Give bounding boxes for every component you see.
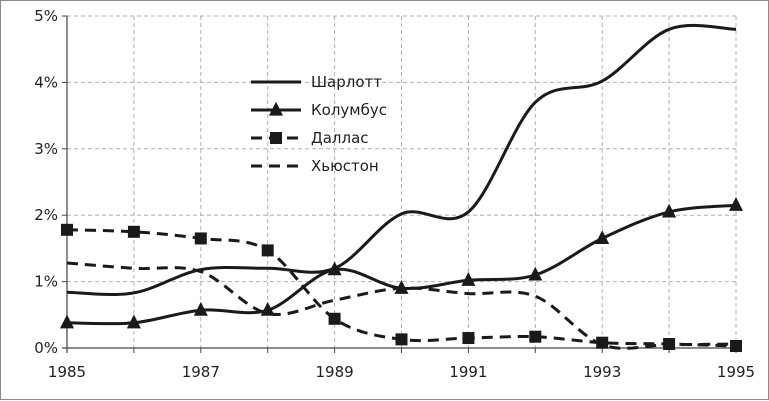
data-point-dallas — [127, 225, 140, 238]
data-point-dallas — [730, 340, 742, 353]
legend-marker-dallas — [270, 132, 282, 144]
data-point-dallas — [596, 336, 609, 349]
y-tick-label: 1% — [34, 273, 58, 291]
x-tick-label: 1991 — [449, 363, 487, 381]
series-line-charlotte — [66, 23, 737, 296]
data-point-columbus — [729, 196, 743, 211]
y-tick-label: 5% — [34, 7, 58, 25]
data-point-dallas — [261, 244, 274, 257]
data-point-columbus — [595, 230, 610, 245]
data-point-dallas — [328, 312, 341, 325]
data-point-columbus — [327, 261, 342, 276]
data-point-columbus — [662, 203, 677, 218]
data-point-dallas — [61, 223, 73, 236]
legend-label-dallas: Даллас — [311, 129, 369, 147]
data-point-dallas — [395, 333, 408, 346]
data-point-columbus — [193, 301, 208, 316]
series-line-houston — [66, 261, 737, 350]
x-tick-label: 1993 — [583, 363, 621, 381]
y-tick-label: 2% — [34, 206, 58, 224]
x-tick-label: 1985 — [48, 363, 86, 381]
legend-marker-columbus — [269, 101, 283, 116]
x-tick-label: 1987 — [182, 363, 220, 381]
legend-label-charlotte: Шарлотт — [311, 73, 382, 91]
data-point-dallas — [462, 332, 475, 345]
legend-label-columbus: Колумбус — [311, 101, 387, 119]
y-tick-label: 4% — [34, 73, 58, 91]
data-point-dallas — [529, 330, 542, 343]
data-point-columbus — [60, 314, 74, 329]
data-point-columbus — [126, 314, 141, 329]
data-point-columbus — [461, 272, 476, 286]
x-tick-label: 1989 — [316, 363, 354, 381]
data-point-dallas — [194, 232, 207, 245]
data-point-columbus — [260, 301, 275, 316]
legend-label-houston: Хьюстон — [311, 157, 379, 175]
y-tick-label: 3% — [34, 140, 58, 158]
x-tick-label: 1995 — [717, 363, 755, 381]
data-point-columbus — [528, 266, 543, 281]
y-tick-label: 0% — [34, 339, 58, 357]
